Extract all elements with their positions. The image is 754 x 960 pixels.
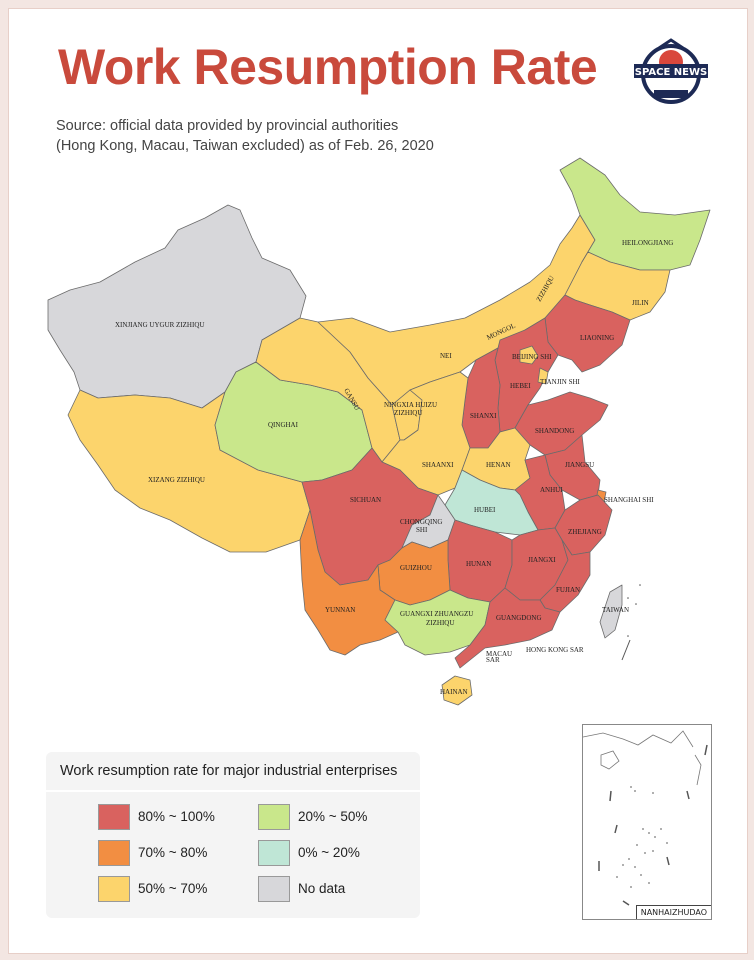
label-guizhou: GUIZHOU bbox=[400, 564, 432, 572]
label-yunnan: YUNNAN bbox=[325, 606, 355, 614]
label-jilin: JILIN bbox=[632, 299, 649, 307]
label-shandong: SHANDONG bbox=[535, 427, 574, 435]
legend-swatch bbox=[98, 804, 130, 830]
legend-label: 70% ~ 80% bbox=[138, 845, 208, 860]
label-tianjin: TIANJIN SHI bbox=[540, 378, 581, 386]
label-xinjiang: XINJIANG UYGUR ZIZHIQU bbox=[115, 321, 204, 329]
legend-label: No data bbox=[298, 881, 346, 896]
label-hubei: HUBEI bbox=[474, 506, 496, 514]
legend-swatch bbox=[258, 804, 290, 830]
south-china-sea-inset: NANHAIZHUDAO bbox=[582, 724, 712, 920]
label-henan: HENAN bbox=[486, 461, 511, 469]
label-chongqing-1: CHONGQING bbox=[400, 518, 442, 526]
label-sichuan: SICHUAN bbox=[350, 496, 381, 504]
label-guangdong: GUANGDONG bbox=[496, 614, 542, 622]
region-hainan bbox=[441, 675, 473, 706]
label-guangxi-1: GUANGXI ZHUANGZU bbox=[400, 610, 473, 618]
logo-text: SPACE NEWS bbox=[635, 67, 707, 78]
legend-label: 20% ~ 50% bbox=[298, 809, 368, 824]
region-beijing bbox=[519, 345, 539, 365]
label-macau-2: SAR bbox=[486, 656, 500, 664]
label-shanghai: SHANGHAI SHI bbox=[604, 496, 654, 504]
region-taiwan bbox=[599, 584, 623, 639]
legend-swatch bbox=[258, 876, 290, 902]
label-qinghai: QINGHAI bbox=[268, 421, 299, 429]
source-line-1: Source: official data provided by provin… bbox=[56, 118, 399, 134]
region-heilongjiang bbox=[559, 157, 711, 271]
label-anhui: ANHUI bbox=[540, 486, 563, 494]
label-hunan: HUNAN bbox=[466, 560, 491, 568]
label-beijing: BEIJING SHI bbox=[512, 353, 552, 361]
label-guangxi-2: ZIZHIQU bbox=[426, 619, 454, 627]
legend-swatch bbox=[98, 876, 130, 902]
label-xizang: XIZANG ZIZHIQU bbox=[148, 476, 205, 484]
island-dots bbox=[627, 584, 641, 637]
label-nei-mongol-1: NEI bbox=[440, 352, 452, 360]
label-shanxi: SHANXI bbox=[470, 412, 497, 420]
label-zhejiang: ZHEJIANG bbox=[568, 528, 602, 536]
legend-swatch bbox=[258, 840, 290, 866]
inset-label: NANHAIZHUDAO bbox=[635, 905, 711, 919]
label-shaanxi: SHAANXI bbox=[422, 461, 454, 469]
legend-title: Work resumption rate for major industria… bbox=[46, 752, 420, 792]
region-shaanxi bbox=[381, 371, 471, 496]
source-line-2: (Hong Kong, Macau, Taiwan excluded) as o… bbox=[56, 138, 434, 154]
legend-label: 50% ~ 70% bbox=[138, 881, 208, 896]
label-macau-1: MACAU bbox=[486, 650, 512, 658]
legend-swatch bbox=[98, 840, 130, 866]
legend-label: 80% ~ 100% bbox=[138, 809, 215, 824]
label-jiangsu: JIANGSU bbox=[565, 461, 594, 469]
label-heilongjiang: HEILONGJIANG bbox=[622, 239, 673, 247]
label-jiangxi: JIANGXI bbox=[528, 556, 556, 564]
region-guangdong bbox=[454, 587, 561, 669]
space-news-logo: SPACE NEWS bbox=[634, 38, 708, 104]
label-chongqing-2: SHI bbox=[416, 526, 428, 534]
boundary-dash bbox=[621, 639, 631, 661]
legend-label: 0% ~ 20% bbox=[298, 845, 360, 860]
label-ningxia-1: NINGXIA HUIZU bbox=[384, 401, 437, 409]
page-title: Work Resumption Rate bbox=[58, 39, 598, 95]
label-ningxia-2: ZIZHIQU bbox=[394, 409, 422, 417]
source-note: Source: official data provided by provin… bbox=[56, 116, 576, 156]
label-hongkong: HONG KONG SAR bbox=[526, 646, 584, 654]
region-tianjin bbox=[537, 367, 549, 385]
label-hebei: HEBEI bbox=[510, 382, 531, 390]
label-taiwan: TAIWAN bbox=[602, 606, 629, 614]
label-liaoning: LIAONING bbox=[580, 334, 614, 342]
label-hainan: HAINAN bbox=[440, 688, 468, 696]
label-fujian: FUJIAN bbox=[556, 586, 580, 594]
legend-panel: Work resumption rate for major industria… bbox=[46, 752, 420, 918]
inset-map bbox=[582, 730, 708, 906]
